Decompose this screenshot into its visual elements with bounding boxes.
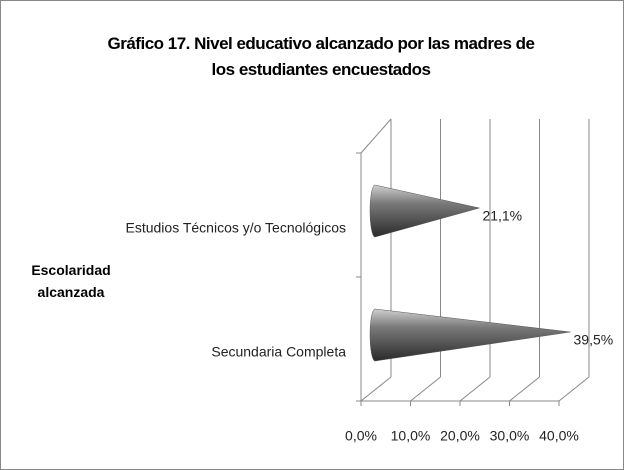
y-tick-label: Secundaria Completa bbox=[211, 344, 346, 360]
cone bbox=[369, 308, 571, 362]
grid-line bbox=[459, 376, 491, 402]
x-tick-label: 20,0% bbox=[440, 428, 480, 444]
x-tick-label: 30,0% bbox=[490, 428, 530, 444]
y-axis-label: Escolaridad alcanzada bbox=[31, 262, 111, 300]
x-tick-label: 0,0% bbox=[345, 428, 377, 444]
grid-line bbox=[509, 376, 540, 402]
cone bbox=[369, 184, 480, 238]
chart-title: Gráfico 17. Nivel educativo alcanzado po… bbox=[107, 34, 535, 79]
grid-line bbox=[360, 376, 392, 402]
x-tick-label: 40,0% bbox=[539, 428, 579, 444]
y-tick-label: Estudios Técnicos y/o Tecnológicos bbox=[126, 220, 347, 236]
grid-line bbox=[410, 376, 441, 402]
axis-line bbox=[360, 118, 392, 154]
x-tick-label: 10,0% bbox=[391, 428, 431, 444]
value-label: 39,5% bbox=[574, 332, 614, 348]
grid-line bbox=[558, 376, 590, 402]
value-label: 21,1% bbox=[482, 208, 522, 224]
